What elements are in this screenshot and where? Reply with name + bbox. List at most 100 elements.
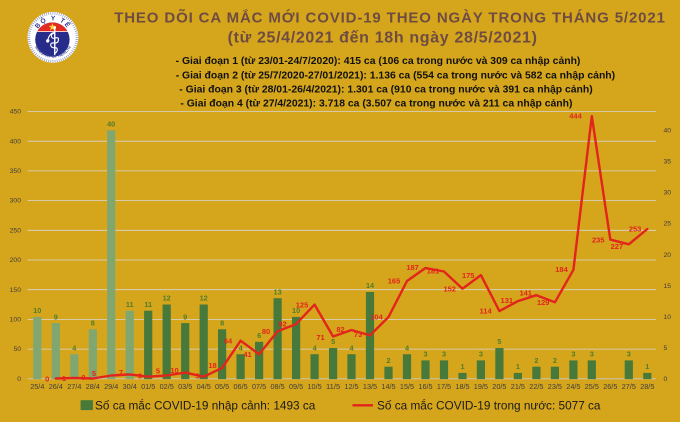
svg-text:250: 250 xyxy=(10,227,22,234)
svg-text:18: 18 xyxy=(208,361,216,370)
svg-text:253: 253 xyxy=(629,225,642,234)
svg-text:26/4: 26/4 xyxy=(49,382,63,391)
svg-text:0: 0 xyxy=(17,376,21,383)
svg-text:Số ca mắc COVID-19 nhập cảnh:: Số ca mắc COVID-19 nhập cảnh: 1493 ca xyxy=(95,398,316,412)
svg-text:- Giai đoạn 1 (từ 23/01-24/7/2: - Giai đoạn 1 (từ 23/01-24/7/2020): 415 … xyxy=(176,56,581,67)
svg-text:27/4: 27/4 xyxy=(67,382,81,391)
svg-text:80: 80 xyxy=(262,327,270,336)
svg-text:1: 1 xyxy=(516,362,520,371)
svg-text:227: 227 xyxy=(611,242,624,251)
svg-text:20: 20 xyxy=(664,252,672,259)
svg-text:11: 11 xyxy=(144,300,152,309)
svg-text:19/5: 19/5 xyxy=(474,382,488,391)
svg-text:13: 13 xyxy=(274,287,282,296)
svg-text:03/5: 03/5 xyxy=(178,382,192,391)
svg-text:0: 0 xyxy=(81,373,85,382)
svg-text:50: 50 xyxy=(13,346,21,353)
svg-text:07/5: 07/5 xyxy=(252,382,266,391)
svg-text:165: 165 xyxy=(388,277,401,286)
svg-text:114: 114 xyxy=(480,307,493,316)
svg-text:14: 14 xyxy=(366,281,375,290)
svg-text:40: 40 xyxy=(107,120,115,129)
svg-text:10/5: 10/5 xyxy=(308,382,322,391)
svg-text:- Giai đoạn 2 (từ 25/7/2020-27: - Giai đoạn 2 (từ 25/7/2020-27/01/2021):… xyxy=(176,71,615,82)
svg-text:28/5: 28/5 xyxy=(640,382,654,391)
svg-text:100: 100 xyxy=(10,317,22,324)
svg-text:11: 11 xyxy=(126,300,134,309)
svg-text:04/5: 04/5 xyxy=(197,382,211,391)
svg-text:3: 3 xyxy=(195,372,199,381)
svg-text:125: 125 xyxy=(296,301,309,310)
svg-text:10: 10 xyxy=(170,366,178,375)
svg-text:4: 4 xyxy=(405,343,410,352)
svg-text:6: 6 xyxy=(257,331,261,340)
svg-text:12/5: 12/5 xyxy=(344,382,358,391)
svg-text:82: 82 xyxy=(336,325,344,334)
svg-text:17/5: 17/5 xyxy=(437,382,451,391)
svg-text:3: 3 xyxy=(442,350,446,359)
svg-text:3: 3 xyxy=(627,350,631,359)
svg-text:2: 2 xyxy=(553,356,557,365)
svg-text:25/5: 25/5 xyxy=(585,382,599,391)
svg-text:3: 3 xyxy=(423,350,427,359)
svg-text:2: 2 xyxy=(386,356,390,365)
svg-text:1: 1 xyxy=(645,362,649,371)
svg-text:4: 4 xyxy=(313,343,318,352)
svg-text:8: 8 xyxy=(91,319,95,328)
svg-text:11/5: 11/5 xyxy=(326,382,340,391)
svg-text:35: 35 xyxy=(664,159,672,166)
svg-text:8: 8 xyxy=(220,319,224,328)
svg-text:0: 0 xyxy=(664,376,668,383)
svg-text:10: 10 xyxy=(33,306,41,315)
svg-text:200: 200 xyxy=(10,257,22,264)
svg-text:187: 187 xyxy=(406,263,419,272)
svg-text:22/5: 22/5 xyxy=(529,382,543,391)
svg-text:73: 73 xyxy=(354,330,362,339)
svg-text:5: 5 xyxy=(92,369,96,378)
svg-text:02/5: 02/5 xyxy=(160,382,174,391)
svg-text:300: 300 xyxy=(10,198,22,205)
svg-text:3: 3 xyxy=(590,350,594,359)
svg-text:27/5: 27/5 xyxy=(622,382,636,391)
svg-text:Số ca mắc COVID-19 trong nước:: Số ca mắc COVID-19 trong nước: 5077 ca xyxy=(377,398,601,412)
svg-text:3: 3 xyxy=(479,350,483,359)
svg-text:18/5: 18/5 xyxy=(455,382,469,391)
svg-text:152: 152 xyxy=(443,285,456,294)
svg-text:20/5: 20/5 xyxy=(492,382,506,391)
svg-text:9: 9 xyxy=(183,312,187,321)
svg-text:104: 104 xyxy=(370,313,383,322)
svg-text:08/5: 08/5 xyxy=(271,382,285,391)
svg-text:41: 41 xyxy=(243,350,251,359)
svg-text:4: 4 xyxy=(72,343,77,352)
svg-text:- Giai đoạn 3 (từ 28/01-26/4/2: - Giai đoạn 3 (từ 28/01-26/4/2021): 1.30… xyxy=(179,85,592,96)
svg-text:64: 64 xyxy=(224,337,233,346)
svg-text:7: 7 xyxy=(119,368,123,377)
svg-text:5: 5 xyxy=(156,367,160,376)
svg-text:26/5: 26/5 xyxy=(603,382,617,391)
svg-text:141: 141 xyxy=(519,289,532,298)
svg-text:13/5: 13/5 xyxy=(363,382,377,391)
svg-text:400: 400 xyxy=(10,138,22,145)
svg-text:25: 25 xyxy=(664,221,672,228)
svg-text:10: 10 xyxy=(664,314,672,321)
svg-text:4: 4 xyxy=(349,343,354,352)
svg-text:12: 12 xyxy=(163,294,171,303)
svg-text:350: 350 xyxy=(10,168,22,175)
svg-text:5: 5 xyxy=(331,337,335,346)
svg-text:14/5: 14/5 xyxy=(381,382,395,391)
svg-text:175: 175 xyxy=(462,271,475,280)
svg-text:06/5: 06/5 xyxy=(234,382,248,391)
svg-text:40: 40 xyxy=(664,127,672,134)
svg-text:23/5: 23/5 xyxy=(548,382,562,391)
svg-text:150: 150 xyxy=(10,287,22,294)
svg-text:1: 1 xyxy=(460,362,464,371)
svg-text:235: 235 xyxy=(592,236,605,245)
svg-text:THEO DÕI CA MẮC MỚI COVID-19 T: THEO DÕI CA MẮC MỚI COVID-19 THEO NGÀY T… xyxy=(114,8,666,26)
svg-text:131: 131 xyxy=(501,296,514,305)
svg-text:444: 444 xyxy=(569,111,582,120)
svg-text:5: 5 xyxy=(664,345,668,352)
svg-text:12: 12 xyxy=(200,294,208,303)
svg-text:15: 15 xyxy=(664,283,672,290)
svg-text:92: 92 xyxy=(278,320,286,329)
svg-text:30: 30 xyxy=(664,190,672,197)
